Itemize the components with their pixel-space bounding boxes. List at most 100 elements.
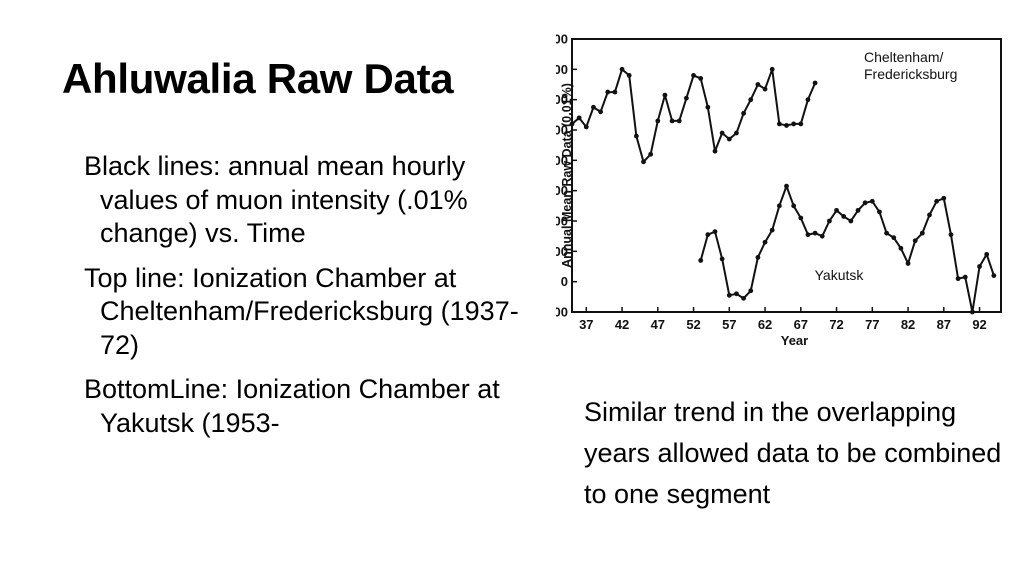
data-point: [955, 276, 961, 282]
data-point: [698, 76, 704, 81]
data-point: [962, 274, 968, 280]
x-tick-label: 42: [615, 317, 629, 332]
data-point: [762, 239, 768, 245]
data-point: [834, 207, 839, 213]
data-point: [812, 230, 818, 236]
data-point: [848, 218, 854, 224]
series-label-0: Fredericksburg: [864, 66, 957, 82]
y-tick-label: 300: [556, 183, 568, 198]
y-tick-label: 600: [556, 92, 568, 107]
data-point: [841, 214, 847, 219]
data-point: [991, 273, 997, 278]
data-point: [798, 121, 804, 127]
data-point: [776, 203, 782, 209]
bullet-black-lines: Black lines: annual mean hourly values o…: [84, 151, 468, 248]
x-tick-label: 77: [865, 317, 879, 332]
data-point: [912, 238, 918, 244]
data-point: [748, 288, 754, 294]
x-tick-label: 37: [579, 317, 593, 332]
data-point: [970, 309, 975, 315]
data-point: [905, 261, 911, 266]
data-point: [669, 118, 675, 124]
data-point: [612, 89, 618, 95]
data-point: [762, 86, 768, 92]
data-point: [862, 200, 868, 206]
data-point: [605, 89, 611, 95]
data-point: [805, 232, 811, 238]
y-tick-label: 700: [556, 62, 568, 77]
data-point: [748, 97, 754, 103]
data-point: [662, 92, 668, 98]
x-tick-label: 72: [829, 317, 843, 332]
data-point: [855, 207, 861, 213]
x-tick-label: 57: [722, 317, 736, 332]
data-point: [769, 66, 775, 72]
bullet-bottom-line: BottomLine: Ionization Chamber at Yakuts…: [84, 374, 500, 438]
x-tick-label: 92: [972, 317, 986, 332]
data-point: [626, 73, 632, 78]
data-point: [705, 104, 711, 110]
side-note: Similar trend in the overlapping years a…: [584, 397, 1002, 509]
y-tick-label: -100: [556, 305, 568, 320]
data-point: [619, 66, 625, 72]
bullet-top-line: Top line: Ionization Chamber at Cheltenh…: [84, 262, 519, 360]
data-point: [641, 159, 646, 165]
data-point: [755, 255, 761, 260]
data-point: [977, 264, 982, 269]
data-point: [655, 118, 661, 124]
data-point: [684, 95, 689, 101]
x-tick-label: 82: [901, 317, 915, 332]
data-point: [819, 233, 825, 239]
slide-title: Ahluwalia Raw Data: [62, 55, 454, 102]
data-point: [726, 292, 732, 298]
x-tick-label: 52: [686, 317, 700, 332]
data-point: [712, 148, 718, 154]
y-tick-label: 0: [561, 274, 568, 289]
data-point: [941, 195, 947, 201]
y-tick-label: 500: [556, 123, 568, 138]
data-point: [741, 295, 746, 301]
data-point: [741, 110, 746, 116]
x-tick-label: 47: [651, 317, 665, 332]
data-point: [691, 73, 696, 78]
data-point: [648, 151, 654, 157]
series-label-0: Cheltenham/: [864, 49, 943, 65]
data-point: [769, 227, 775, 233]
y-tick-label: 800: [556, 32, 568, 47]
series-line-0: [571, 68, 817, 163]
data-point: [734, 291, 739, 297]
data-point: [812, 80, 818, 86]
data-point: [698, 258, 704, 263]
data-point: [791, 121, 797, 127]
x-tick-label: 62: [758, 317, 772, 332]
x-tick-label: 67: [794, 317, 808, 332]
data-point: [884, 230, 889, 236]
data-point: [598, 109, 603, 115]
y-axis-title: Annual Mean Raw Data (0.01%): [560, 83, 574, 268]
data-point: [869, 198, 875, 204]
data-point: [576, 115, 582, 121]
data-point: [784, 183, 789, 189]
y-tick-label: 100: [556, 244, 568, 259]
data-point: [755, 82, 761, 87]
x-axis-title: Year: [781, 333, 808, 348]
plot-frame: [571, 38, 1002, 313]
data-point: [712, 229, 718, 235]
data-point: [776, 121, 782, 127]
data-point: [784, 123, 789, 128]
data-point: [798, 215, 804, 221]
data-point: [726, 136, 732, 142]
data-point: [934, 198, 940, 204]
data-point: [891, 235, 897, 241]
y-tick-label: 400: [556, 153, 568, 168]
y-tick-label: 200: [556, 214, 568, 229]
data-point: [633, 133, 639, 139]
series-label-1: Yakutsk: [815, 267, 865, 283]
data-point: [719, 130, 725, 136]
data-point: [705, 232, 711, 238]
data-point: [591, 104, 596, 110]
data-point: [927, 212, 932, 218]
x-tick-label: 87: [937, 317, 951, 332]
data-point: [984, 251, 990, 257]
data-point: [791, 203, 797, 209]
